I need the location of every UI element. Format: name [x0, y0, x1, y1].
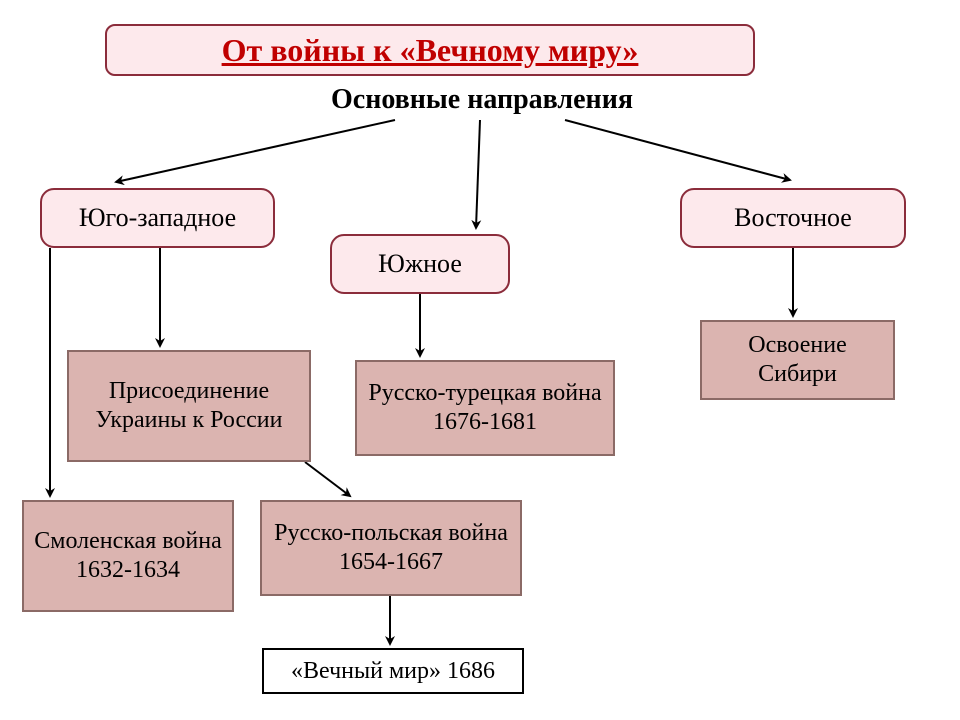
event-eternal-peace: «Вечный мир» 1686 [262, 648, 524, 694]
direction-southwest: Юго-западное [40, 188, 275, 248]
event-label: «Вечный мир» 1686 [291, 657, 495, 686]
diagram-subtitle: Основные направления [232, 80, 732, 120]
event-turkish-war: Русско-турецкая война 1676-1681 [355, 360, 615, 456]
event-siberia: Освоение Сибири [700, 320, 895, 400]
event-ukraine: Присоединение Украины к России [67, 350, 311, 462]
diagram-subtitle-text: Основные направления [331, 83, 633, 117]
event-polish-war: Русско-польская война 1654-1667 [260, 500, 522, 596]
diagram-title-text: От войны к «Вечному миру» [222, 31, 639, 69]
diagram-title: От войны к «Вечному миру» [105, 24, 755, 76]
direction-east: Восточное [680, 188, 906, 248]
event-label: Смоленская война 1632-1634 [34, 527, 222, 585]
direction-label: Юго-западное [79, 202, 236, 233]
direction-label: Южное [378, 248, 462, 279]
event-label: Присоединение Украины к России [79, 377, 299, 435]
event-smolensk-war: Смоленская война 1632-1634 [22, 500, 234, 612]
event-label: Русско-турецкая война 1676-1681 [367, 379, 603, 437]
direction-label: Восточное [734, 202, 852, 233]
event-label: Освоение Сибири [712, 331, 883, 389]
event-label: Русско-польская война 1654-1667 [272, 519, 510, 577]
direction-south: Южное [330, 234, 510, 294]
